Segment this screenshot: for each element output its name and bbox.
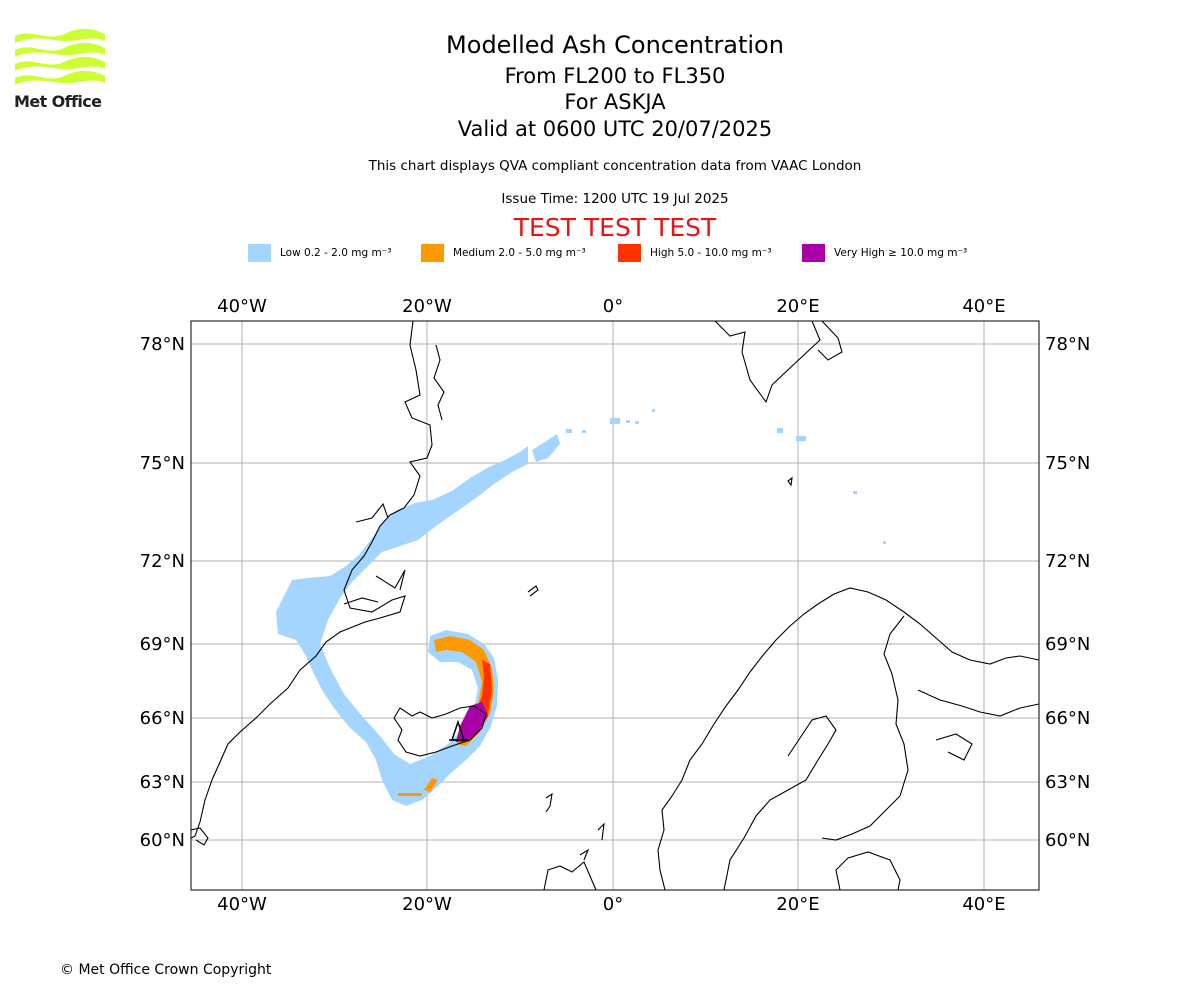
legend-swatch-medium [421,244,444,262]
valid-time: Valid at 0600 UTC 20/07/2025 [457,117,773,141]
legend-item-very-high: Very High ≥ 10.0 mg m⁻³ [802,244,967,262]
lon-label-top: 40°E [962,296,1005,317]
lat-label-left: 78°N [140,334,185,355]
lat-label-right: 72°N [1045,551,1090,572]
lat-label-left: 60°N [140,830,185,851]
issue-time: Issue Time: 1200 UTC 19 Jul 2025 [501,191,729,207]
flight-level-range: From FL200 to FL350 [504,64,726,88]
lat-label-left: 69°N [140,634,185,655]
copyright: © Met Office Crown Copyright [60,962,272,978]
lon-label-top: 0° [603,296,623,317]
legend-swatch-low [248,244,271,262]
lon-label-top: 20°E [776,296,819,317]
chart-title: Modelled Ash Concentration [446,31,784,59]
ash-high-region [462,660,492,742]
legend-swatch-very-high [802,244,825,262]
legend-swatch-high [618,244,641,262]
volcano-name: For ASKJA [564,90,666,114]
lat-label-right: 63°N [1045,772,1090,793]
legend-label-medium: Medium 2.0 - 5.0 mg m⁻³ [453,247,586,259]
map-gridlines [191,321,1039,890]
qva-note: This chart displays QVA compliant concen… [368,158,862,174]
ash-very-high-region [456,702,488,742]
lat-label-right: 75°N [1045,453,1090,474]
lon-label-bottom: 40°W [217,894,267,915]
coastlines [191,321,1039,890]
lat-label-right: 60°N [1045,830,1090,851]
lon-label-bottom: 40°E [962,894,1005,915]
legend: Low 0.2 - 2.0 mg m⁻³ Medium 2.0 - 5.0 mg… [0,244,1200,264]
volcano-triangle-icon [449,719,467,741]
met-office-logo [15,28,105,85]
lat-label-right: 78°N [1045,334,1090,355]
map-frame [190,320,1040,891]
lat-label-left: 63°N [140,772,185,793]
lat-label-right: 69°N [1045,634,1090,655]
lon-label-bottom: 20°E [776,894,819,915]
legend-label-high: High 5.0 - 10.0 mg m⁻³ [650,247,772,259]
ash-low-region [276,446,528,806]
lat-label-left: 72°N [140,551,185,572]
legend-item-high: High 5.0 - 10.0 mg m⁻³ [618,244,772,262]
lon-label-bottom: 20°W [402,894,452,915]
logo-text: Met Office [14,92,102,111]
legend-label-low: Low 0.2 - 2.0 mg m⁻³ [280,247,392,259]
lat-label-left: 75°N [140,453,185,474]
legend-label-very-high: Very High ≥ 10.0 mg m⁻³ [834,247,968,259]
legend-item-low: Low 0.2 - 2.0 mg m⁻³ [248,244,391,262]
lon-label-top: 20°W [402,296,452,317]
lat-label-right: 66°N [1045,708,1090,729]
test-banner: TEST TEST TEST [513,213,717,242]
lon-label-top: 40°W [217,296,267,317]
lon-label-bottom: 0° [603,894,623,915]
legend-item-medium: Medium 2.0 - 5.0 mg m⁻³ [421,244,586,262]
lat-label-left: 66°N [140,708,185,729]
